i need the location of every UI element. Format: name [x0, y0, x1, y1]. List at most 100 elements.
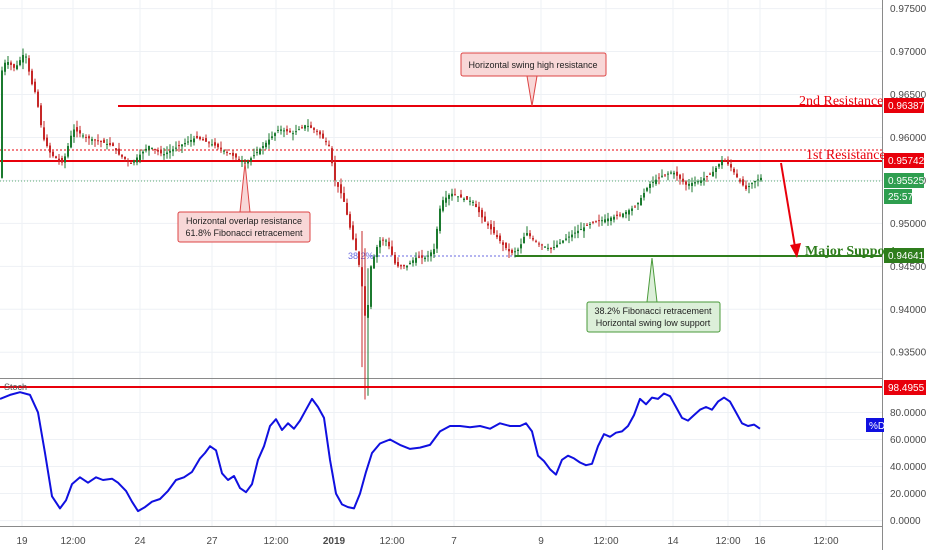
candle-body	[37, 91, 39, 107]
candle-body	[460, 194, 462, 198]
first-resistance-tag: 0.95742	[888, 156, 925, 167]
fib-38-label: 38.2%	[348, 251, 374, 261]
stoch-tick-label: 20.0000	[890, 489, 927, 500]
candle-body	[730, 164, 732, 168]
candle-body	[154, 148, 156, 150]
candle-body	[652, 181, 654, 183]
second-resistance-tag: 0.96387	[888, 101, 925, 112]
time-tick-label: 24	[134, 536, 146, 547]
annotation-fib-support[interactable]: 38.2% Fibonacci retracement Horizontal s…	[586, 257, 721, 333]
candle-body	[727, 159, 729, 165]
candle-body	[607, 218, 609, 222]
candle-body	[349, 214, 351, 228]
candle-body	[673, 172, 675, 175]
countdown-tag-box	[884, 189, 912, 204]
candle-body	[643, 192, 645, 198]
candle-body	[748, 186, 750, 188]
projection-arrow-head	[790, 243, 801, 258]
candle-body	[583, 227, 585, 232]
candle-body	[574, 232, 576, 234]
annotation-overlap-pointer	[239, 162, 251, 213]
candle-body	[706, 176, 708, 178]
time-axis[interactable]: 19 12:00 24 27 12:00 2019 12:00 7 9 12:00 14 12:00 1…	[16, 536, 839, 547]
candle-body	[181, 144, 183, 147]
candle-body	[238, 158, 240, 160]
second-resistance-label: 2nd Resistance	[799, 94, 883, 109]
candle-body	[292, 133, 294, 135]
candle-body	[82, 135, 84, 137]
candle-body	[466, 196, 468, 200]
candle-body	[313, 128, 315, 130]
candle-body	[712, 171, 714, 177]
candle-body	[13, 64, 15, 68]
candle-body	[169, 150, 171, 153]
candle-body	[700, 180, 702, 183]
candle-body	[655, 179, 657, 184]
candle-body	[646, 188, 648, 191]
candlestick-series	[1, 48, 762, 400]
candle-body	[256, 152, 258, 154]
candle-body	[259, 149, 261, 155]
candle-body	[250, 158, 252, 162]
annotation-swing-high[interactable]: Horizontal swing high resistance	[460, 52, 607, 107]
candle-body	[442, 200, 444, 211]
candle-body	[697, 181, 699, 183]
candle-body	[676, 171, 678, 176]
candle-body	[301, 127, 303, 129]
stoch-tick-label: 60.0000	[890, 435, 927, 446]
annotation-swing-high-text: Horizontal swing high resistance	[468, 60, 597, 70]
candle-body	[433, 249, 435, 255]
candle-body	[325, 140, 327, 143]
candle-body	[391, 246, 393, 255]
annotation-overlap-resistance[interactable]: Horizontal overlap resistance 61.8% Fibo…	[177, 162, 311, 243]
candle-body	[139, 154, 141, 161]
annotation-swing-high-pointer	[526, 75, 538, 107]
candle-body	[628, 210, 630, 215]
candle-body	[40, 105, 42, 126]
candle-body	[589, 223, 591, 225]
candle-body	[220, 147, 222, 149]
candle-body	[760, 177, 762, 181]
candle-body	[394, 254, 396, 264]
candle-body	[529, 233, 531, 237]
candle-body	[481, 209, 483, 218]
time-tick-label: 7	[451, 536, 457, 547]
annotation-fib-pointer	[646, 257, 658, 303]
candle-body	[691, 182, 693, 186]
candle-body	[337, 182, 339, 187]
projection-arrow-line	[780, 162, 796, 248]
candle-body	[58, 158, 60, 161]
candle-body	[70, 135, 72, 148]
candle-body	[634, 206, 636, 208]
time-tick-label: 12:00	[60, 536, 85, 547]
candle-body	[535, 240, 537, 242]
stoch-axis[interactable]: 80.0000 60.0000 40.0000 20.0000 0.0000	[890, 408, 927, 527]
candle-body	[373, 256, 375, 269]
candle-body	[625, 211, 627, 215]
candle-body	[118, 148, 120, 155]
candle-body	[736, 173, 738, 178]
candle-body	[739, 179, 741, 182]
candle-body	[688, 183, 690, 186]
candle-body	[379, 240, 381, 248]
candle-body	[130, 162, 132, 164]
candle-body	[424, 257, 426, 260]
candle-body	[343, 192, 345, 202]
candle-body	[436, 228, 438, 249]
candle-body	[112, 143, 114, 147]
candle-body	[631, 208, 633, 211]
time-tick-label: 19	[16, 536, 28, 547]
candle-body	[22, 54, 24, 63]
candle-body	[562, 240, 564, 243]
price-tick-label: 0.96500	[890, 90, 927, 101]
candle-body	[142, 151, 144, 154]
candle-body	[145, 148, 147, 151]
candle-body	[49, 145, 51, 153]
candle-body	[451, 193, 453, 197]
candle-body	[592, 221, 594, 223]
candle-body	[382, 239, 384, 241]
candle-body	[361, 267, 363, 287]
time-tick-label: 16	[754, 536, 766, 547]
stoch-tick-label: 80.0000	[890, 408, 927, 419]
